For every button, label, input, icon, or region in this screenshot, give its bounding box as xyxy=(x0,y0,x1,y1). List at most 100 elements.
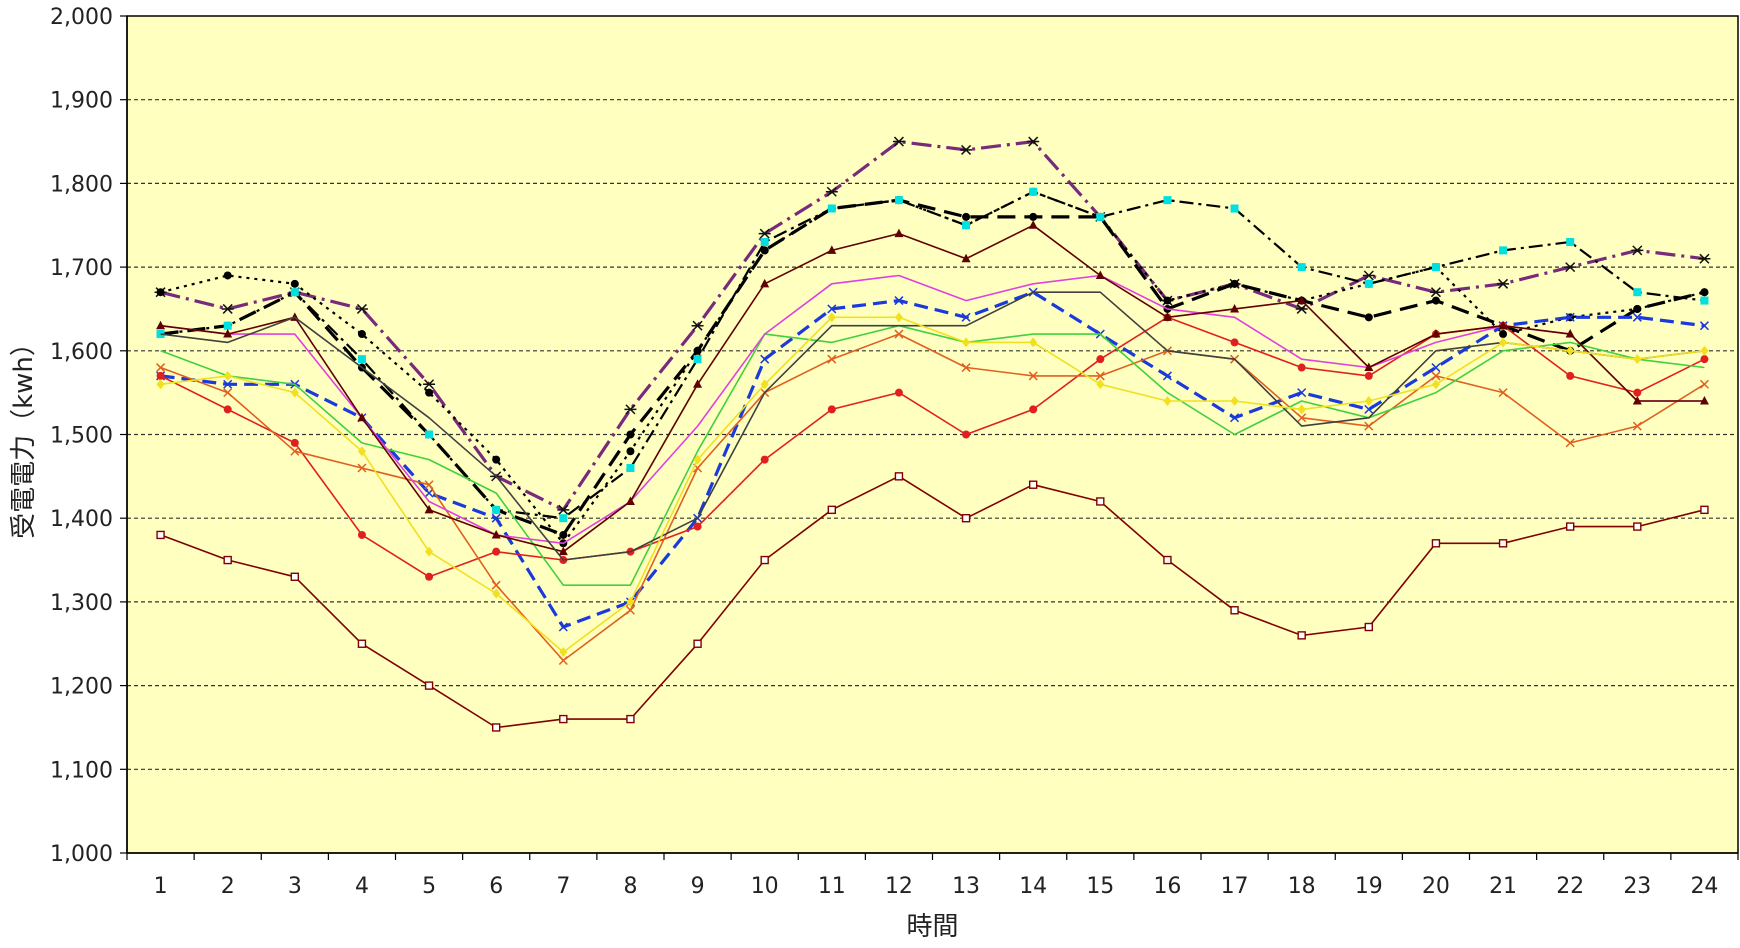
data-point xyxy=(559,530,568,539)
series-6 xyxy=(156,472,1709,732)
data-point xyxy=(223,271,232,280)
data-point xyxy=(290,572,300,581)
data-point xyxy=(156,530,165,540)
data-point xyxy=(626,447,635,456)
data-point xyxy=(1633,522,1642,531)
data-point xyxy=(1028,371,1038,381)
data-point xyxy=(894,196,903,205)
data-point xyxy=(626,714,635,724)
data-point xyxy=(624,404,637,415)
data-point xyxy=(827,312,836,323)
series-line xyxy=(160,140,1705,512)
data-point xyxy=(1029,212,1038,221)
data-point xyxy=(1364,404,1374,414)
data-point xyxy=(1297,404,1306,415)
data-point xyxy=(1700,345,1709,356)
data-point xyxy=(1297,363,1306,372)
x-tick-label: 4 xyxy=(355,874,369,899)
data-point xyxy=(223,405,232,414)
data-point xyxy=(221,303,234,314)
data-point xyxy=(1565,438,1575,448)
data-point xyxy=(758,228,771,239)
series-line xyxy=(160,190,1705,520)
data-point xyxy=(1632,421,1642,431)
data-point xyxy=(357,530,366,539)
data-point xyxy=(559,647,568,658)
data-point xyxy=(290,288,299,297)
data-point xyxy=(1499,246,1508,255)
data-point xyxy=(290,446,300,456)
data-point xyxy=(1230,606,1239,615)
series-line xyxy=(160,224,1705,553)
data-point xyxy=(557,504,570,515)
data-point xyxy=(1566,237,1575,246)
data-point xyxy=(425,572,434,581)
data-point xyxy=(1564,262,1577,273)
y-tick-label: 1,400 xyxy=(50,507,113,532)
data-point xyxy=(357,446,366,457)
data-point xyxy=(423,379,436,390)
data-point xyxy=(825,186,838,197)
data-point xyxy=(491,580,501,590)
data-point xyxy=(693,379,703,388)
data-point xyxy=(1431,296,1440,305)
data-point xyxy=(827,304,837,314)
data-point xyxy=(223,321,232,330)
data-point xyxy=(960,144,973,155)
data-point xyxy=(693,346,702,355)
x-tick-label: 18 xyxy=(1288,874,1316,899)
data-point xyxy=(491,529,501,539)
data-point xyxy=(962,212,971,221)
y-tick-label: 1,300 xyxy=(50,591,113,616)
x-tick-label: 22 xyxy=(1556,874,1584,899)
data-point xyxy=(894,388,903,397)
x-tick-label: 5 xyxy=(422,874,436,899)
data-point xyxy=(691,320,704,331)
x-tick-label: 11 xyxy=(818,874,846,899)
data-point xyxy=(559,514,568,523)
data-point xyxy=(425,430,434,439)
data-point xyxy=(1431,263,1440,272)
data-point xyxy=(760,555,769,565)
x-tick-label: 23 xyxy=(1623,874,1651,899)
data-point xyxy=(693,522,702,531)
x-tick-label: 19 xyxy=(1355,874,1383,899)
data-point xyxy=(1029,187,1038,196)
y-tick-label: 2,000 xyxy=(50,5,113,30)
data-point xyxy=(1631,245,1644,256)
data-point xyxy=(827,405,836,414)
x-tick-label: 14 xyxy=(1019,874,1047,899)
data-point xyxy=(1096,355,1105,364)
series-line xyxy=(160,274,1705,545)
y-tick-label: 1,100 xyxy=(50,758,113,783)
data-point xyxy=(760,455,769,464)
data-point xyxy=(894,228,904,238)
y-axis-title: 受電電力（kwh） xyxy=(9,330,39,539)
data-point xyxy=(1700,296,1709,305)
x-tick-label: 3 xyxy=(288,874,302,899)
data-point xyxy=(1364,622,1374,632)
data-point xyxy=(1096,379,1105,390)
data-point xyxy=(1163,296,1172,305)
data-point xyxy=(1230,396,1239,407)
data-point xyxy=(961,253,971,263)
data-point xyxy=(1698,253,1711,264)
data-point xyxy=(1431,539,1441,548)
data-point xyxy=(156,330,165,339)
series-lines xyxy=(154,136,1711,732)
data-point xyxy=(223,370,232,381)
data-point xyxy=(492,588,501,599)
data-point xyxy=(626,430,635,439)
data-point xyxy=(1565,522,1575,531)
x-tick-label: 10 xyxy=(751,874,779,899)
series-9 xyxy=(160,324,1705,587)
data-point xyxy=(894,312,903,323)
y-tick-label: 1,700 xyxy=(50,256,113,281)
x-tick-label: 20 xyxy=(1422,874,1450,899)
data-point xyxy=(1700,355,1709,364)
data-point xyxy=(156,363,166,373)
data-point xyxy=(892,136,905,147)
data-point xyxy=(1364,313,1373,322)
data-point xyxy=(961,363,971,373)
series-10 xyxy=(160,274,1705,545)
